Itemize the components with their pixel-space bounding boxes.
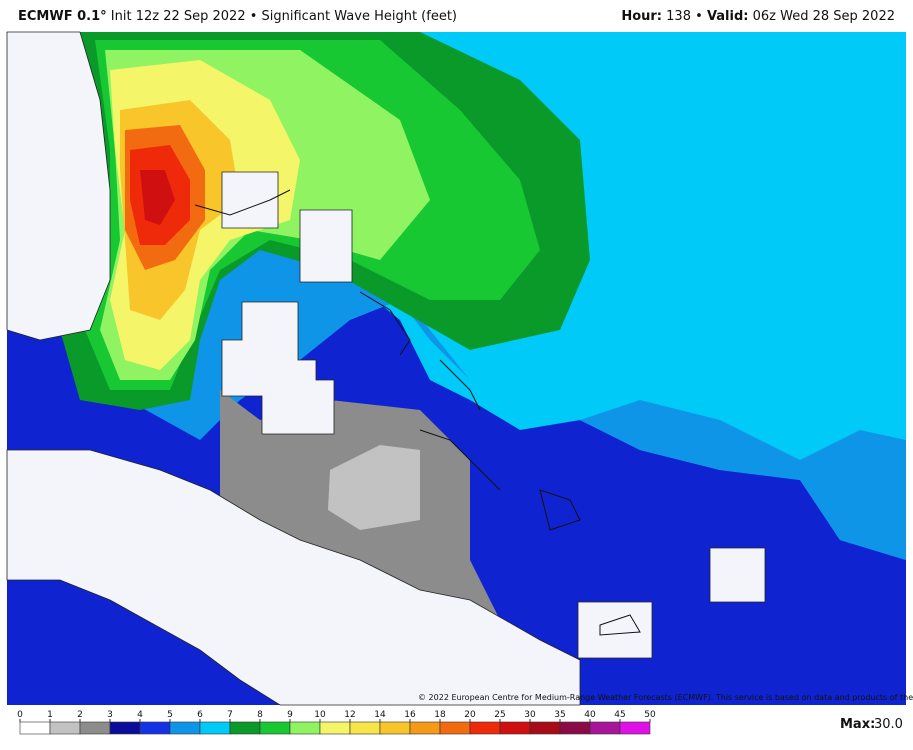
color-swatch bbox=[529, 721, 561, 735]
tick-label: 35 bbox=[554, 710, 565, 720]
map: © 2022 European Centre for Medium-Range … bbox=[6, 31, 913, 706]
color-swatch bbox=[229, 721, 261, 735]
color-swatch bbox=[379, 721, 411, 735]
tick-label: 16 bbox=[404, 710, 416, 720]
header-left: ECMWF 0.1° Init 12z 22 Sep 2022 • Signif… bbox=[18, 9, 457, 24]
color-swatch bbox=[409, 721, 441, 735]
legend: 0 1 2 3 4 5 6 7 8 9 10 12 14 16 18 20 25 30 35 40 45 50 bbox=[17, 710, 656, 735]
color-swatch bbox=[139, 721, 171, 735]
tick-label: 25 bbox=[494, 710, 505, 720]
tick-label: 5 bbox=[167, 710, 173, 720]
color-swatch bbox=[589, 721, 621, 735]
max-label: Max: bbox=[840, 717, 875, 732]
tick-label: 3 bbox=[107, 710, 113, 720]
tick-label: 10 bbox=[314, 710, 326, 720]
header-right: Hour: 138 • Valid: 06z Wed 28 Sep 2022 bbox=[621, 9, 895, 24]
tick-label: 6 bbox=[197, 710, 203, 720]
hour-label: Hour: bbox=[621, 9, 663, 24]
color-swatch bbox=[349, 721, 381, 735]
tick-label: 2 bbox=[77, 710, 83, 720]
valid-label: Valid: bbox=[706, 9, 749, 24]
valid: 06z Wed 28 Sep 2022 bbox=[752, 9, 895, 24]
tick-label: 40 bbox=[584, 710, 596, 720]
color-swatch bbox=[49, 721, 81, 735]
color-swatch bbox=[439, 721, 471, 735]
tick-label: 8 bbox=[257, 710, 263, 720]
tick-label: 50 bbox=[644, 710, 656, 720]
tick-label: 18 bbox=[434, 710, 446, 720]
model: ECMWF 0.1° bbox=[18, 9, 107, 24]
credit: © 2022 European Centre for Medium-Range … bbox=[418, 693, 913, 702]
hour: 138 bbox=[666, 9, 691, 24]
color-swatch bbox=[559, 721, 591, 735]
tick-label: 0 bbox=[17, 710, 23, 720]
tick-label: 20 bbox=[464, 710, 476, 720]
color-swatch bbox=[79, 721, 111, 735]
color-swatch bbox=[499, 721, 531, 735]
color-swatch bbox=[469, 721, 501, 735]
color-swatch bbox=[259, 721, 291, 735]
tick-label: 14 bbox=[374, 710, 386, 720]
tick-label: 9 bbox=[287, 710, 293, 720]
tick-label: 45 bbox=[614, 710, 625, 720]
tick-label: 7 bbox=[227, 710, 233, 720]
color-swatch bbox=[109, 721, 141, 735]
separator: • bbox=[695, 9, 703, 24]
color-swatch bbox=[19, 721, 51, 735]
tick-label: 30 bbox=[524, 710, 536, 720]
color-swatch bbox=[289, 721, 321, 735]
color-swatch bbox=[619, 721, 651, 735]
max-value: 30.0 bbox=[874, 717, 903, 732]
color-swatch bbox=[199, 721, 231, 735]
tick-label: 4 bbox=[137, 710, 143, 720]
tick-label: 12 bbox=[344, 710, 355, 720]
color-swatch bbox=[169, 721, 201, 735]
tick-label: 1 bbox=[47, 710, 53, 720]
info: Init 12z 22 Sep 2022 • Significant Wave … bbox=[110, 9, 457, 24]
color-swatch bbox=[319, 721, 351, 735]
